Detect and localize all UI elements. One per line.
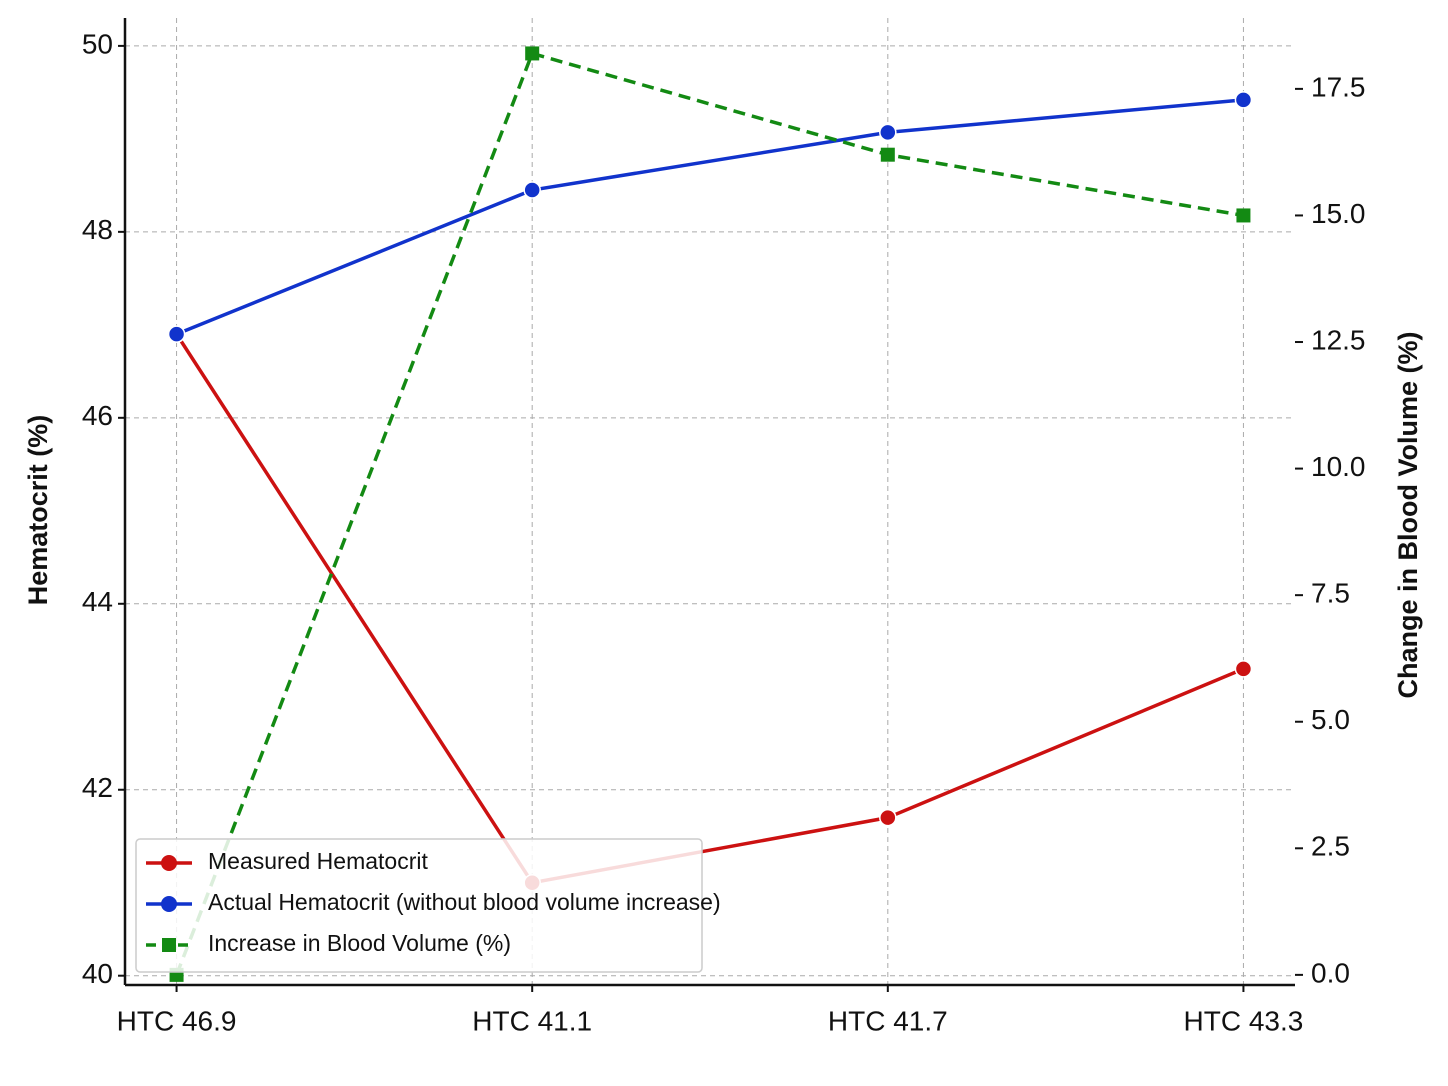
data-marker: [1234, 660, 1253, 678]
y-tick-label: 44: [82, 586, 113, 617]
y2-tick-label: 7.5: [1311, 578, 1350, 609]
y-tick-label: 50: [82, 28, 113, 59]
y2-tick-label: 10.0: [1311, 451, 1366, 482]
series-line: [174, 51, 1244, 976]
data-marker: [1234, 91, 1253, 109]
x-tick-label: HTC 41.7: [828, 1005, 948, 1036]
x-tick-label: HTC 41.1: [472, 1005, 592, 1036]
data-marker: [167, 325, 186, 343]
y2-axis-label: Change in Blood Volume (%): [1393, 332, 1423, 699]
y-tick-label: 42: [82, 772, 113, 803]
y2-tick-label: 0.0: [1311, 957, 1350, 988]
legend-label: Measured Hematocrit: [208, 848, 428, 874]
legend-box: [135, 838, 703, 973]
legend-label: Actual Hematocrit (without blood volume …: [208, 889, 721, 915]
data-marker: [879, 808, 897, 827]
data-marker: [525, 46, 540, 61]
y-tick-label: 48: [82, 214, 113, 245]
x-tick-label: HTC 43.3: [1184, 1005, 1304, 1036]
data-marker: [880, 147, 895, 162]
y2-tick-label: 12.5: [1311, 324, 1366, 355]
y2-tick-label: 5.0: [1311, 704, 1350, 735]
y-tick-label: 40: [82, 958, 113, 989]
series-line: [175, 333, 1245, 885]
y-axis-label: Hematocrit (%): [23, 415, 53, 606]
legend-marker: [162, 938, 176, 952]
data-marker: [523, 181, 541, 199]
y2-tick-label: 15.0: [1311, 198, 1366, 229]
y2-tick-label: 2.5: [1311, 831, 1350, 862]
legend-label: Increase in Blood Volume (%): [208, 930, 511, 956]
x-tick-label: HTC 46.9: [117, 1005, 237, 1036]
y-tick-label: 46: [82, 400, 113, 431]
data-marker: [1236, 208, 1251, 223]
series-line: [175, 98, 1244, 336]
legend-marker: [161, 855, 177, 871]
legend-marker: [161, 896, 177, 912]
data-marker: [879, 123, 897, 142]
y2-tick-label: 17.5: [1311, 71, 1366, 102]
